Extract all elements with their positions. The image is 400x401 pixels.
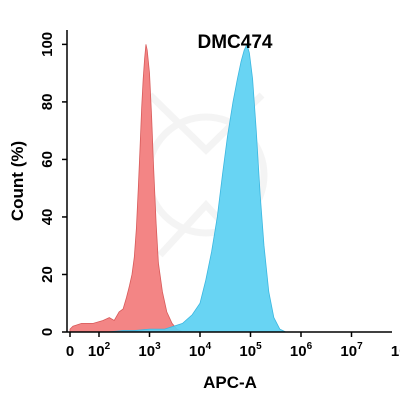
x-axis-label: APC-A [203,373,257,392]
chart-title: DMC474 [198,32,273,53]
histogram-series-2 [107,43,286,333]
y-tick-label: 20 [39,266,56,283]
x-tick-label: 103 [138,341,161,360]
series-layer [69,43,286,333]
y-axis: 0 20 40 60 80 100 [39,30,68,336]
x-tick-label: 107 [340,341,363,360]
y-axis-label: Count (%) [8,141,27,221]
x-tick-label: 102 [88,341,111,360]
x-tick-label: 106 [290,341,313,360]
y-tick-label: 40 [39,209,56,226]
x-tick-label: 105 [239,341,262,360]
x-tick-label: 108 [391,341,400,360]
x-tick-label: 0 [66,343,74,360]
y-tick-label: 100 [39,32,56,57]
y-tick-label: 80 [39,94,56,111]
histogram-series-1 [69,44,183,333]
x-axis: 0 102 103 104 105 106 107 108 [66,331,400,360]
x-tick-label: 104 [189,341,212,360]
y-tick-label: 60 [39,151,56,168]
y-tick-label: 0 [39,328,56,336]
